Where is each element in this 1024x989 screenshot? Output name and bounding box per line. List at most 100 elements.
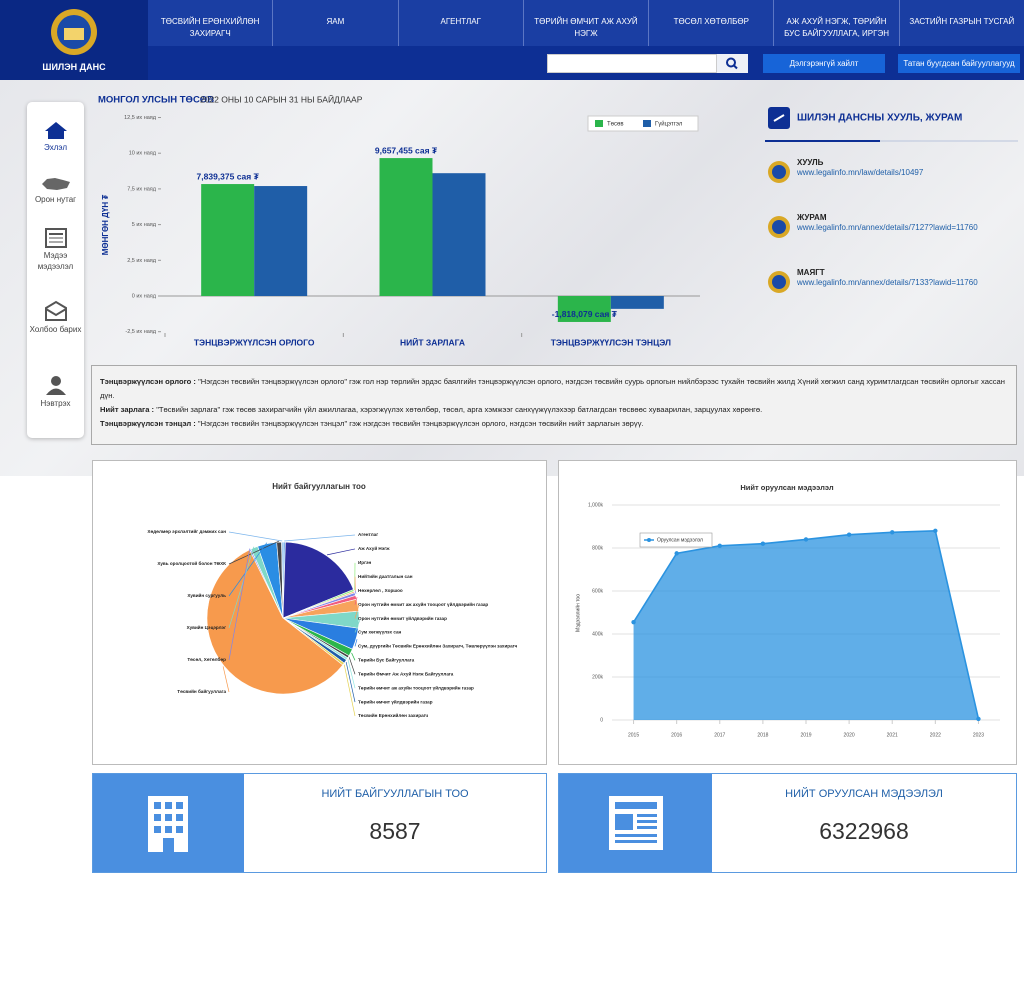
news-icon [44,228,67,248]
law-name: ЖУРАМ [796,213,827,222]
law-url[interactable]: www.legalinfo.mn/law/details/10497 [796,168,924,177]
sidebar-item[interactable]: Холбоо барих [27,300,84,335]
x-tick-label: 2021 [887,732,898,738]
y-tick-label: 600k [592,588,603,594]
point [674,551,679,556]
sidebar-item[interactable]: Орон нутаг [27,176,84,205]
point [760,541,766,546]
stat-label: НИЙТ БАЙГУУЛЛАГЫН ТОО [321,788,469,800]
x-tick-label: 2016 [671,732,682,738]
nav-item[interactable]: АГЕНТЛАГ [399,0,524,46]
laws-title: ШИЛЭН ДАНСНЫ ХУУЛЬ, ЖУРАМ [797,113,962,124]
logo-text: ШИЛЭН ДАНС [42,62,106,72]
bar [379,158,433,296]
legend-marker [647,538,651,542]
pie-label: Орон нутгийн өмчит аж ахуйн тооцоот үйлд… [358,601,488,607]
legend-swatch [643,120,651,127]
nav-item[interactable]: ЗАСТИЙН ГАЗРЫН ТУСГАЙ [909,17,1015,26]
definitions: Тэнцвэржүүлсэн орлого : "Нэгдсэн төсвийн… [91,365,1017,445]
leader-line [345,661,356,703]
law-emblem-inner [772,275,786,289]
pie-label: Хувийн сургууль [187,592,226,598]
stat-card: НИЙТ БАЙГУУЛЛАГЫН ТОО 8587 [92,773,547,873]
point [933,528,938,533]
bar [432,173,486,296]
legend-swatch [595,120,603,127]
link-glyph [773,114,785,122]
pie-label: Сум хөгжүүлэх сан [358,630,402,635]
leader-line [326,548,356,556]
leader-line [343,664,356,717]
leader-line [228,540,280,565]
x-tick-label: 2018 [757,732,768,738]
home-icon [44,122,67,139]
pie-label: Хөдөлмөр эрхлэлтийг дэмжих сан [147,528,226,534]
leader-line [228,546,255,629]
search-icon [726,57,738,70]
x-tick-label: 2015 [628,732,639,738]
pie-label: Нөхөрлөл , Хоршоо [358,588,403,593]
legend-label: Оруулсан мэдээлэл [657,537,703,543]
y-tick-label: 800k [592,545,603,551]
advanced-search-button[interactable]: Дэлгэрэнгүй хайлт [763,54,885,73]
pie-label: Аж Ахуй Нэгж [358,545,390,551]
chart-subtitle: 2022 ОНЫ 10 САРЫН 31 НЫ БАЙДЛААР [200,93,363,104]
nav-item[interactable]: АЖ АХУЙ НЭГЖ, ТӨРИЙН БУС БАЙГУУЛЛАГА, ИР… [774,0,900,46]
pie-label: Агентлаг [358,532,378,537]
x-tick-label: НИЙТ ЗАРЛАГА [400,336,465,347]
nav-item[interactable]: ТӨРИЙН ӨМЧИТ АЖ АХУЙ НЭГЖ [524,0,650,46]
law-url[interactable]: www.legalinfo.mn/annex/details/7133?lawi… [796,278,978,287]
building-icon [148,796,188,852]
y-tick-label: 7,5 их наяд [127,186,157,192]
x-tick-label: 2019 [800,732,811,738]
leader-line [228,542,268,597]
y-tick-label: -2,5 их наяд [125,329,156,335]
definition-text: "Нэгдсэн төсвийн тэнцвэржүүлсэн орлого" … [100,377,1005,400]
law-emblem-inner [772,165,786,179]
y-tick-label: 5 их наяд [132,222,157,228]
pie-label: Орон нутгийн өмчит үйлдвэрийн газар [358,615,447,621]
chart-title: МОНГОЛ УЛСЫН ТӨСӨВ [98,95,214,106]
pie-label: Нийтийн даатгалын сан [358,573,413,579]
search-input[interactable] [547,54,717,73]
definition-term: Тэнцвэржүүлсэн тэнцэл : [100,419,196,428]
definition-text: "Төсвийн зарлага" гэж төсөв захирагчийн … [156,405,763,414]
stat-icon [559,774,712,872]
dissolved-orgs-button[interactable]: Татан буугдсан байгууллагууд [898,54,1020,73]
sidebar-label: Нэвтрэх [40,399,71,408]
sidebar-item[interactable]: Эхлэл [27,120,84,153]
leader-line [284,534,356,542]
law-emblem-inner [772,220,786,234]
pie-label: Хувийн Цэцэрлэг [187,624,226,630]
nav-bar: ТӨСВИЙН ЕРӨНХИЙЛӨН ЗАХИРАГЧ ЯАМ АГЕНТЛАГ… [148,0,1024,46]
sidebar-label: Холбоо барих [29,325,82,334]
logo[interactable]: ШИЛЭН ДАНС [0,0,148,80]
law-name: МАЯГТ [797,268,825,277]
leader-line [348,657,356,675]
nav-item[interactable]: ТӨСВИЙН ЕРӨНХИЙЛӨН ЗАХИРАГЧ [148,0,274,46]
sidebar-item[interactable]: Нэвтрэх [27,374,84,409]
y-tick-label: 1,000k [588,502,604,508]
stat-label: НИЙТ ОРУУЛСАН МЭДЭЭЛЭЛ [785,788,943,800]
law-url[interactable]: www.legalinfo.mn/annex/details/7127?lawi… [796,223,978,232]
x-tick-label: 2020 [844,732,855,738]
nav-item[interactable]: ТӨСӨЛ ХӨТӨЛБӨР [649,0,775,46]
legend-box [639,532,713,548]
data-label: 9,657,455 сая ₮ [375,145,438,155]
news-big-icon [609,796,663,850]
search-button[interactable] [717,54,748,73]
sidebar-label: Эхлэл [44,143,67,152]
definition-term: Нийт зарлага : [100,405,155,414]
y-tick-label: 12,5 их наяд [124,115,157,121]
pie-label: Иргэн [358,560,372,565]
y-axis-label: МӨНГӨН ДҮН ₮ [101,195,110,256]
pie-label: Хувь оролцоотой болон ТӨХК [157,560,226,566]
y-tick-label: 0 [600,717,603,723]
pie-slice [281,541,284,619]
leader-line [351,652,356,661]
nav-item[interactable]: ЯАМ [273,0,399,46]
emblem [51,9,97,55]
sidebar-item[interactable]: Мэдээ мэдээлэл [27,228,84,272]
definition: Нийт зарлага : "Төсвийн зарлага" гэж төс… [100,403,1008,417]
